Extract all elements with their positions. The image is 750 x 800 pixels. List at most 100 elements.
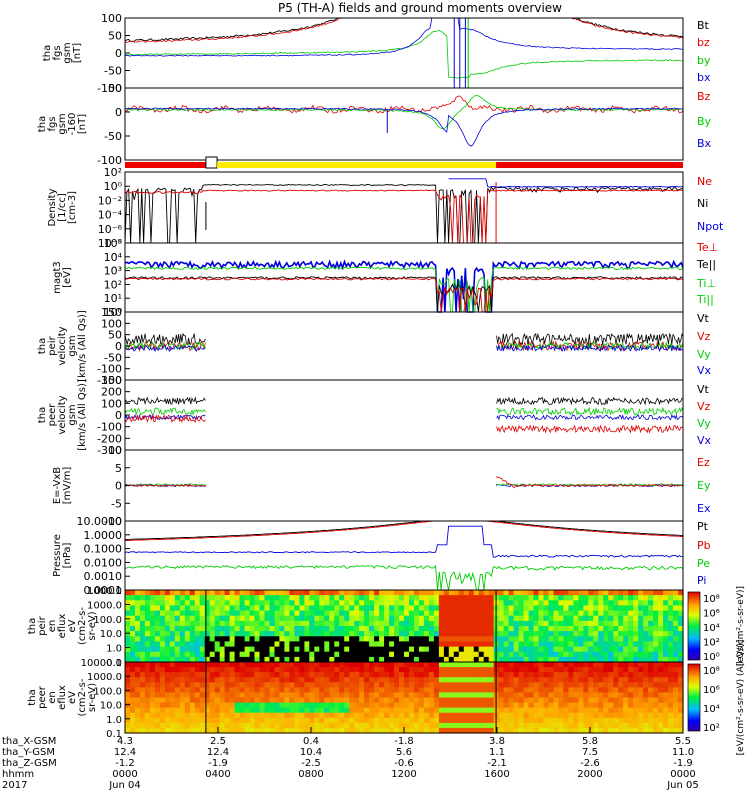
spectrogram-cell [503, 702, 510, 709]
spectrogram-cell [443, 595, 450, 601]
spectrogram-cell [399, 662, 405, 668]
spectrogram-cell [538, 702, 545, 709]
spectrogram-cell [259, 656, 266, 663]
spectrogram-cell [518, 605, 525, 612]
spectrogram-cell [648, 636, 654, 642]
spectrogram-cell [653, 677, 659, 683]
spectrogram-cell [448, 646, 455, 653]
spectrogram-cell [154, 702, 161, 709]
spectrogram-cell [344, 590, 350, 596]
spectrogram-cell [638, 702, 644, 709]
spectrogram-cell [259, 707, 266, 714]
spectrogram-cell [628, 610, 634, 617]
spectrogram-cell [663, 626, 669, 632]
spectrogram-cell [279, 727, 285, 734]
spectrogram-cell [179, 667, 186, 673]
panel-p8: 10.00001.00000.10000.01000.00100.0001Pre… [52, 515, 711, 597]
spectrogram-cell [244, 610, 251, 617]
spectrogram-cell [214, 600, 221, 606]
spectrogram-cell [374, 656, 380, 663]
spectrogram-cell [159, 631, 166, 637]
spectrogram-cell [453, 687, 460, 694]
spectrogram-cell [214, 636, 221, 642]
spectrogram-cell [503, 722, 510, 729]
spectrogram-cell [648, 692, 654, 699]
spectrogram-cell [184, 712, 191, 719]
spectrogram-cell [628, 600, 634, 606]
spectrogram-cell [239, 712, 246, 719]
p4-ytick-label: 10⁵ [104, 237, 122, 250]
spectrogram-cell [528, 662, 535, 668]
spectrogram-cell [518, 717, 525, 724]
spectrogram-cell [239, 722, 246, 729]
spectrogram-cell [324, 727, 330, 734]
spectrogram-cell [389, 717, 395, 724]
spectrogram-cell [453, 620, 460, 627]
spectrogram-cell [309, 626, 315, 632]
spectrogram-cell [588, 677, 594, 683]
spectrogram-cell [663, 722, 669, 729]
spectrogram-cell [498, 672, 505, 678]
spectrogram-cell [319, 677, 325, 683]
spectrogram-cell [199, 651, 206, 658]
spectrogram-cell [389, 707, 395, 714]
spectrogram-cell [418, 605, 425, 612]
spectrogram-cell [598, 707, 604, 714]
spectrogram-cell [483, 610, 490, 617]
spectrogram-cell [224, 646, 231, 653]
spectrogram-cell [588, 682, 594, 688]
spectrogram-cell [668, 717, 674, 724]
spectrogram-cell [608, 662, 614, 668]
spectrogram-cell [309, 677, 315, 683]
spectrogram-cell [633, 687, 639, 694]
spectrogram-cell [468, 641, 475, 648]
p2-frame [124, 87, 684, 161]
p3-ytick-label: 10⁰ [104, 180, 123, 193]
spectrogram-cell [369, 615, 375, 622]
spectrogram-cell [663, 682, 669, 688]
spectrogram-cell [573, 620, 579, 627]
spectrogram-cell [488, 717, 495, 724]
spectrogram-cell [304, 702, 310, 709]
p5-ytick-label: 150 [101, 306, 122, 319]
spectrogram-cell [498, 727, 505, 734]
spectrogram-cell [414, 605, 420, 612]
spectrogram-cell [553, 641, 560, 648]
spectrogram-cell [159, 697, 166, 704]
spectrogram-cell [498, 631, 505, 637]
spectrogram-cell [448, 600, 455, 606]
spectrogram-cell [144, 672, 151, 678]
spectrogram-cell [239, 595, 246, 601]
spectrogram-cell [498, 641, 505, 648]
spectrogram-cell [154, 717, 161, 724]
spectrogram-cell [538, 615, 545, 622]
spectrogram-cell [533, 610, 540, 617]
spectrogram-cell [364, 595, 370, 601]
spectrogram-cell [404, 605, 410, 612]
p10-ylabel-line: (cm2-s- [77, 678, 88, 716]
spectrogram-cell [483, 697, 490, 704]
spectrogram-cell [668, 687, 674, 694]
spectrogram-cell [418, 697, 425, 704]
spectrogram-cell [404, 682, 410, 688]
spectrogram-cell [633, 636, 639, 642]
spectrogram-cell [189, 722, 196, 729]
spectrogram-cell [130, 727, 136, 734]
spectrogram-cell [553, 605, 560, 612]
spectrogram-cell [473, 600, 480, 606]
spectrogram-cell [483, 615, 490, 622]
spectrogram-cell [374, 697, 380, 704]
p10-ytick-label: 1.0 [106, 715, 122, 726]
spectrogram-cell [628, 615, 634, 622]
spectrogram-cell [194, 707, 201, 714]
spectrogram-cell [443, 662, 450, 668]
spectrogram-cell [179, 662, 186, 668]
spectrogram-cell [239, 682, 246, 688]
spectrogram-cell [438, 702, 445, 709]
p7-legend-ey: Ey [697, 479, 711, 492]
spectrogram-cell [473, 662, 480, 668]
spectrogram-cell [598, 636, 604, 642]
spectrogram-cell [324, 651, 330, 658]
spectrogram-cell [608, 656, 614, 663]
spectrogram-cell [428, 717, 435, 724]
